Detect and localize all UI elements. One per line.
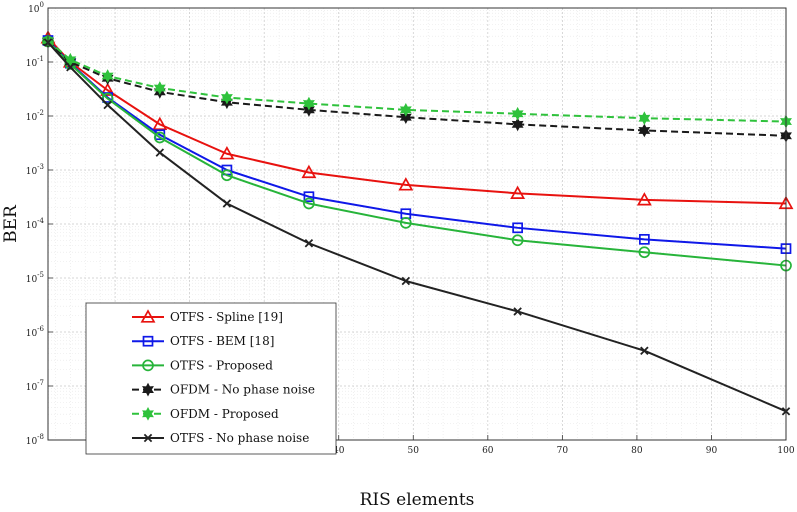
data-point bbox=[399, 102, 412, 117]
data-point bbox=[401, 276, 411, 286]
data-point bbox=[513, 307, 522, 316]
legend-marker bbox=[142, 382, 154, 397]
legend: OTFS - Spline [19] OTFS - BEM [18] OTFS - … bbox=[85, 302, 337, 455]
legend-label: OTFS - No phase noise bbox=[170, 431, 309, 445]
legend-entry: OTFS - BEM [18] bbox=[132, 334, 274, 348]
legend-entry: OFDM - No phase noise bbox=[132, 383, 315, 397]
data-point bbox=[222, 199, 232, 208]
data-point bbox=[303, 191, 315, 203]
legend-marker bbox=[142, 406, 154, 421]
data-point bbox=[511, 234, 524, 247]
y-tick-label: 10-8 bbox=[26, 433, 44, 447]
data-point bbox=[638, 246, 651, 259]
legend-marker bbox=[143, 433, 153, 443]
x-tick-label: 80 bbox=[631, 446, 643, 456]
data-point bbox=[398, 177, 414, 191]
legend-label: OTFS - BEM [18] bbox=[170, 334, 274, 348]
data-point bbox=[510, 185, 526, 199]
y-tick-label: 10-7 bbox=[26, 379, 44, 393]
x-tick-label: 90 bbox=[706, 446, 718, 456]
data-point bbox=[152, 116, 168, 131]
legend-entry: OFDM - Proposed bbox=[132, 407, 279, 421]
data-point bbox=[153, 81, 166, 95]
legend-box bbox=[85, 302, 337, 455]
data-point bbox=[155, 148, 165, 157]
data-point bbox=[636, 192, 652, 206]
data-point bbox=[103, 100, 112, 110]
data-point bbox=[221, 169, 233, 182]
y-tick-label: 10-2 bbox=[26, 109, 44, 123]
series-line bbox=[47, 40, 787, 267]
data-point bbox=[303, 197, 315, 210]
legend-label: OTFS - Spline [19] bbox=[170, 310, 283, 324]
x-axis-label: RIS elements bbox=[360, 490, 475, 510]
series-line bbox=[47, 39, 787, 123]
legend-entry: OTFS - No phase noise bbox=[132, 431, 309, 445]
data-point bbox=[638, 111, 651, 126]
y-tick-label: 10-5 bbox=[26, 271, 44, 285]
data-point bbox=[302, 96, 315, 111]
data-point bbox=[100, 82, 116, 96]
x-tick-label: 60 bbox=[482, 446, 494, 456]
y-tick-label: 10-4 bbox=[26, 217, 45, 231]
legend-label: OFDM - Proposed bbox=[170, 407, 279, 421]
data-point bbox=[220, 90, 233, 105]
data-point bbox=[512, 222, 523, 234]
series-line bbox=[47, 37, 787, 205]
data-point bbox=[399, 110, 412, 125]
series-line bbox=[47, 40, 787, 137]
legend-entry: OTFS - Proposed bbox=[132, 358, 273, 372]
data-point bbox=[511, 106, 524, 121]
legend-label: OTFS - Proposed bbox=[170, 358, 273, 372]
data-point bbox=[101, 69, 114, 83]
data-point bbox=[301, 164, 317, 179]
legend-marker bbox=[142, 359, 154, 372]
x-tick-label: 50 bbox=[408, 446, 420, 456]
data-point bbox=[153, 131, 166, 144]
series-5 bbox=[43, 38, 791, 416]
x-tick-label: 100 bbox=[777, 446, 794, 456]
data-point bbox=[399, 217, 412, 229]
legend-label: OFDM - No phase noise bbox=[170, 383, 315, 397]
legend-marker bbox=[140, 309, 156, 323]
data-point bbox=[640, 346, 649, 355]
y-tick-label: 10-3 bbox=[26, 163, 44, 177]
data-point bbox=[66, 62, 75, 72]
data-point bbox=[304, 239, 314, 248]
y-tick-label: 100 bbox=[28, 1, 44, 15]
legend-marker bbox=[142, 335, 154, 347]
y-tick-label: 10-1 bbox=[26, 55, 44, 69]
data-point bbox=[219, 145, 235, 160]
series-line bbox=[47, 41, 787, 413]
data-point bbox=[639, 233, 650, 245]
x-tick-label: 40 bbox=[333, 446, 345, 456]
legend-entry: OTFS - Spline [19] bbox=[132, 309, 283, 324]
x-tick-label: 70 bbox=[557, 446, 569, 456]
y-tick-label: 10-6 bbox=[26, 325, 45, 339]
y-axis-label: BER bbox=[1, 204, 21, 243]
data-point bbox=[511, 117, 524, 132]
data-point bbox=[638, 123, 651, 138]
series-layer bbox=[40, 30, 794, 416]
